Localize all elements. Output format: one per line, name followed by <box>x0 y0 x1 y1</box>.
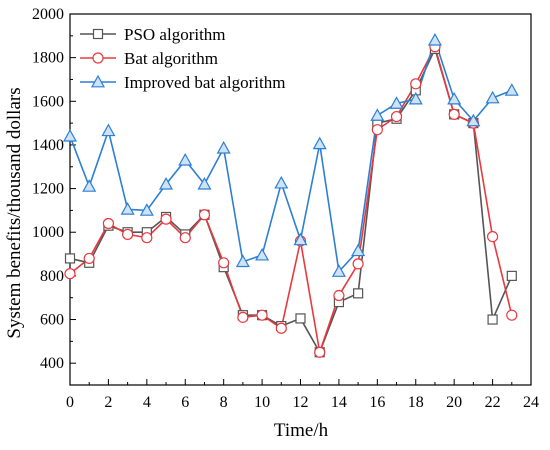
improved-bat-algorithm-point <box>120 202 135 215</box>
improved-bat-algorithm-point <box>235 254 250 268</box>
bat-algorithm-point <box>371 124 383 136</box>
legend-marker-pso-algorithm <box>92 28 104 40</box>
y-tick-label: 1200 <box>32 181 64 198</box>
pso-algorithm-point <box>64 253 76 264</box>
bat-algorithm-point <box>256 309 268 321</box>
improved-bat-algorithm-point <box>197 176 212 190</box>
bat-algorithm-point <box>448 108 460 120</box>
x-tick-label: 6 <box>181 394 189 411</box>
improved-bat-algorithm-point <box>255 247 270 261</box>
x-tick-label: 14 <box>331 394 347 411</box>
bat-algorithm-point <box>64 268 76 280</box>
improved-bat-algorithm-point <box>504 83 519 96</box>
pso-algorithm-point <box>506 270 517 281</box>
pso-algorithm-point <box>487 314 498 325</box>
bat-algorithm-point <box>141 232 153 244</box>
improved-bat-algorithm-point <box>216 140 231 154</box>
x-tick-label: 22 <box>485 394 501 411</box>
x-tick-label: 18 <box>408 394 424 411</box>
improved-bat-algorithm-point <box>312 136 327 150</box>
x-tick-label: 4 <box>143 394 151 411</box>
bat-algorithm-point <box>218 257 230 269</box>
bat-algorithm-point <box>486 231 499 243</box>
x-tick-label: 2 <box>104 394 112 411</box>
improved-bat-algorithm-point <box>159 176 174 190</box>
bat-algorithm-point <box>122 228 134 241</box>
improved-bat-algorithm-point <box>178 152 193 166</box>
bat-algorithm-point <box>160 213 172 225</box>
improved-bat-algorithm-point <box>101 123 116 137</box>
improved-bat-algorithm-point <box>82 179 97 192</box>
y-tick-label: 600 <box>40 312 64 329</box>
improved-bat-algorithm-point <box>427 32 442 46</box>
improved-bat-algorithm-point <box>447 91 462 105</box>
bat-algorithm-point <box>314 346 326 358</box>
improved-bat-algorithm-point <box>274 175 289 189</box>
pso-algorithm-line <box>69 46 513 355</box>
improved-bat-algorithm-point <box>293 232 308 246</box>
bat-algorithm-point <box>237 311 249 323</box>
y-tick-label: 1600 <box>32 93 64 110</box>
legend-label-improved-bat-algorithm: Improved bat algorithm <box>124 73 285 92</box>
bat-algorithm-point <box>179 232 191 244</box>
x-tick-label: 10 <box>254 394 270 411</box>
bat-algorithm-point <box>333 289 345 302</box>
x-tick-label: 8 <box>220 394 228 411</box>
legend-label-bat-algorithm: Bat algorithm <box>124 49 218 68</box>
pso-algorithm-point <box>353 288 364 299</box>
legend-marker-bat-algorithm <box>92 52 104 64</box>
improved-bat-algorithm-point <box>466 113 481 127</box>
improved-bat-algorithm-point <box>331 264 346 277</box>
y-tick-label: 1400 <box>32 137 64 154</box>
improved-bat-algorithm-point <box>62 128 78 142</box>
x-tick-label: 24 <box>523 394 539 411</box>
y-axis-title: System benefits/thousand dollars <box>4 87 25 338</box>
pso-algorithm-point <box>295 313 306 324</box>
y-tick-label: 400 <box>40 355 64 372</box>
y-tick-label: 1000 <box>32 224 64 241</box>
legend-marker-improved-bat-algorithm <box>90 74 106 88</box>
x-tick-label: 20 <box>446 394 462 411</box>
plot-frame <box>69 13 532 386</box>
y-tick-label: 800 <box>40 268 64 285</box>
y-tick-label: 2000 <box>32 6 64 23</box>
x-tick-label: 16 <box>369 394 385 411</box>
improved-bat-algorithm-point <box>389 96 404 109</box>
bat-algorithm-point <box>275 322 287 334</box>
bat-algorithm-point <box>410 78 422 90</box>
bat-algorithm-point <box>352 258 364 270</box>
x-tick-label: 12 <box>293 394 309 411</box>
improved-bat-algorithm-point <box>485 90 500 104</box>
legend-label-pso-algorithm: PSO algorithm <box>124 25 226 44</box>
y-tick-label: 1800 <box>32 50 64 67</box>
improved-bat-algorithm-point <box>351 243 366 257</box>
bat-algorithm-point <box>83 252 95 265</box>
bat-algorithm-point <box>198 209 211 221</box>
improved-bat-algorithm-point <box>370 108 385 121</box>
x-axis-title: Time/h <box>274 420 329 441</box>
bat-algorithm-line <box>69 44 513 353</box>
bat-algorithm-point <box>506 309 518 321</box>
x-tick-label: 0 <box>66 394 74 411</box>
bat-algorithm-point <box>390 110 403 123</box>
bat-algorithm-point <box>102 217 115 230</box>
improved-bat-algorithm-point <box>408 91 423 105</box>
improved-bat-algorithm-point <box>139 203 154 216</box>
